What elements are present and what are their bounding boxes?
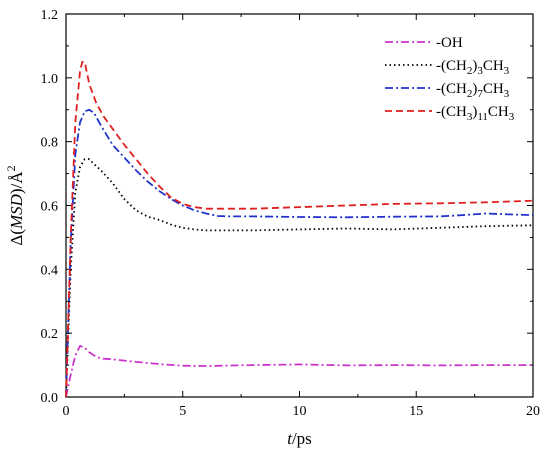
y-tick-label: 0.2: [41, 327, 59, 342]
legend-label-part: ): [472, 81, 477, 97]
x-axis-title-italic: t: [287, 429, 293, 448]
series-line-3: [65, 61, 534, 398]
x-tick-label: 15: [409, 404, 423, 419]
y-tick-label: 0.4: [41, 263, 59, 278]
legend-label-text: -OH: [436, 35, 463, 51]
x-tick-label: 10: [293, 404, 307, 419]
y-axis-title-rest: )/Å: [7, 171, 26, 194]
legend-label-part: 3: [504, 88, 510, 100]
legend-label-part: CH: [483, 81, 504, 97]
legend-label-part: ): [472, 104, 477, 120]
legend-label-part: CH: [488, 104, 509, 120]
x-axis-title: t/ps: [287, 429, 312, 448]
y-axis-title-italic: MSD: [7, 193, 26, 230]
legend-label-3: -(CH3)11CH3: [436, 104, 515, 123]
x-tick-label: 5: [179, 404, 186, 419]
legend-label-part: -(CH: [436, 81, 467, 97]
legend-label-part: 3: [504, 65, 510, 77]
y-axis-title: Δ(MSD)/Å2: [4, 165, 26, 245]
y-axis-title-sup: 2: [4, 165, 18, 171]
series-group: [65, 61, 534, 398]
legend-label-part: CH: [483, 58, 504, 74]
legend-label-part: -(CH: [436, 104, 467, 120]
legend-label-part: 2: [467, 88, 473, 100]
series-line-1: [65, 158, 534, 398]
legend-label-part: 3: [477, 65, 483, 77]
series-line-2: [65, 108, 534, 398]
legend-label-part: 3: [509, 111, 515, 123]
series-line-0: [65, 344, 533, 398]
legend-label-1: -(CH2)3CH3: [436, 58, 510, 77]
y-tick-label: 1.0: [41, 72, 59, 87]
legend-label-part: 2: [467, 65, 473, 77]
legend: -OH-(CH2)3CH3-(CH2)7CH3-(CH3)11CH3: [385, 35, 515, 123]
legend-label-part: 11: [477, 111, 488, 123]
y-axis-title-prefix: Δ: [7, 235, 26, 246]
y-tick-label: 1.2: [41, 8, 59, 23]
axis-titles: t/ps Δ(MSD)/Å2: [4, 165, 312, 448]
legend-label-part: ): [472, 58, 477, 74]
legend-label-part: 7: [477, 88, 483, 100]
legend-label-0: -OH: [436, 35, 463, 51]
y-tick-label: 0.6: [41, 200, 59, 215]
axes-group: 0 5 10 15 20 0.0 0.2 0.4 0.6 0.8 1.0 1.2: [41, 8, 541, 419]
x-tick-label: 0: [63, 404, 70, 419]
x-axis-title-rest: /ps: [292, 429, 312, 448]
legend-label-2: -(CH2)7CH3: [436, 81, 510, 100]
x-tick-label: 20: [526, 404, 540, 419]
y-tick-label: 0.8: [41, 136, 59, 151]
legend-label-part: 3: [467, 111, 473, 123]
y-tick-label: 0.0: [41, 391, 59, 406]
y-axis-title-open: (: [7, 229, 26, 235]
legend-label-part: -(CH: [436, 58, 467, 74]
